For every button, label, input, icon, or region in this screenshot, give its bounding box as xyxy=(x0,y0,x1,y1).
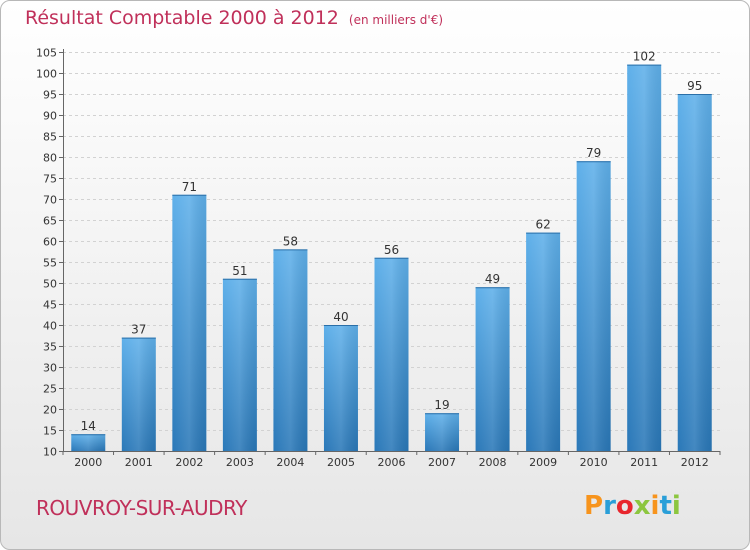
data-label: 40 xyxy=(333,310,348,324)
data-label: 14 xyxy=(81,419,96,433)
x-tick-label: 2009 xyxy=(529,456,557,469)
data-label: 56 xyxy=(384,243,399,257)
proxiti-logo: Proxiti xyxy=(584,491,681,521)
x-tick-label: 2011 xyxy=(630,456,658,469)
data-label: 79 xyxy=(586,146,601,160)
chart-title-text: Résultat Comptable 2000 à 2012 xyxy=(25,7,339,29)
bar-sheen xyxy=(526,232,561,451)
y-tick-label: 15 xyxy=(43,425,57,438)
y-tick-label: 10 xyxy=(43,446,57,459)
proxiti-logo-letter: r xyxy=(603,491,616,521)
bar-sheen xyxy=(222,278,257,451)
x-tick-label: 2006 xyxy=(378,456,406,469)
bar-sheen xyxy=(576,161,611,451)
proxiti-logo-letter: t xyxy=(659,491,672,521)
data-label: 37 xyxy=(131,323,146,337)
proxiti-logo-letter: o xyxy=(615,491,634,521)
x-tick-label: 2000 xyxy=(74,456,102,469)
data-label: 51 xyxy=(232,264,247,278)
x-axis: 2000 2001 2002 2003 2004 2005 2006 2007 2008 2009… xyxy=(62,451,721,469)
y-tick-label: 60 xyxy=(43,236,57,249)
y-tick-label: 75 xyxy=(43,173,57,186)
y-tick-label: 65 xyxy=(43,215,57,228)
proxiti-logo-letter: i xyxy=(671,491,681,521)
bar-sheen xyxy=(475,287,510,451)
y-tick-label: 35 xyxy=(43,341,57,354)
y-tick-label: 50 xyxy=(43,278,57,291)
chart-title: Résultat Comptable 2000 à 2012 (en millie… xyxy=(25,7,443,29)
x-tick-label: 2012 xyxy=(681,456,709,469)
y-tick-label: 55 xyxy=(43,257,57,270)
bars: 14 37 71 51 58 40 56 19 49 62 79 102 95 xyxy=(71,50,712,452)
y-tick-label: 90 xyxy=(43,110,57,123)
commune-name: ROUVROY-SUR-AUDRY xyxy=(36,496,247,520)
y-axis: 10 15 20 25 30 35 40 45 50 55 60 65 70 75 80 85 90 95 100 1… xyxy=(36,47,64,459)
y-tick-label: 25 xyxy=(43,383,57,396)
y-tick-label: 100 xyxy=(36,68,57,81)
x-tick-label: 2007 xyxy=(428,456,456,469)
data-label: 58 xyxy=(283,234,298,248)
data-label: 102 xyxy=(633,50,656,64)
x-tick-label: 2003 xyxy=(226,456,254,469)
x-tick-label: 2001 xyxy=(125,456,153,469)
y-tick-label: 20 xyxy=(43,404,57,417)
bar-sheen xyxy=(425,413,460,451)
data-label: 62 xyxy=(535,218,550,232)
x-tick-label: 2004 xyxy=(276,456,304,469)
y-tick-label: 45 xyxy=(43,299,57,312)
bar-sheen xyxy=(121,337,156,451)
bar-sheen xyxy=(374,257,409,451)
data-label: 49 xyxy=(485,272,500,286)
data-label: 71 xyxy=(182,180,197,194)
bar-sheen xyxy=(677,94,712,451)
bar-sheen xyxy=(172,194,207,452)
x-tick-label: 2010 xyxy=(580,456,608,469)
proxiti-logo-letter: i xyxy=(650,491,660,521)
y-tick-label: 105 xyxy=(36,47,57,60)
bar-sheen xyxy=(323,325,358,451)
y-tick-label: 95 xyxy=(43,89,57,102)
proxiti-logo-letter: P xyxy=(584,491,604,521)
x-tick-label: 2002 xyxy=(175,456,203,469)
chart-subtitle: (en milliers d'€) xyxy=(348,13,444,27)
y-tick-label: 70 xyxy=(43,194,57,207)
x-tick-label: 2008 xyxy=(479,456,507,469)
bar-sheen xyxy=(627,64,662,451)
proxiti-logo-letter: x xyxy=(633,491,651,521)
y-tick-label: 80 xyxy=(43,152,57,165)
x-tick-label: 2005 xyxy=(327,456,355,469)
y-tick-label: 85 xyxy=(43,131,57,144)
data-label: 95 xyxy=(687,79,702,93)
bar-sheen xyxy=(273,249,308,451)
bar-sheen xyxy=(71,434,106,451)
y-tick-label: 30 xyxy=(43,362,57,375)
data-label: 19 xyxy=(434,398,449,412)
y-tick-label: 40 xyxy=(43,320,57,333)
